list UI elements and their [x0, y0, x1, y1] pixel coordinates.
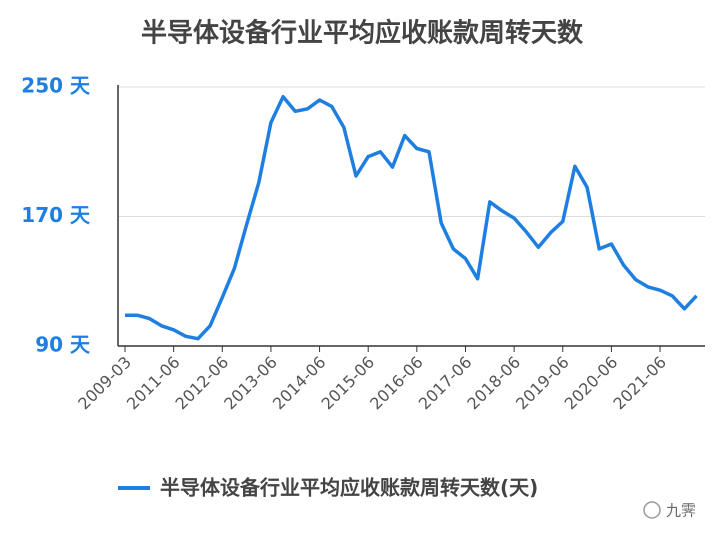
- y-tick-label: 170 天: [21, 203, 91, 227]
- y-tick-label: 90 天: [35, 333, 91, 357]
- watermark: 九霁: [666, 502, 696, 520]
- chart-title: 半导体设备行业平均应收账款周转天数: [141, 18, 584, 49]
- data-line: [125, 94, 698, 341]
- legend-label: 半导体设备行业平均应收账款周转天数(天): [160, 476, 538, 500]
- x-tick-label: 2021-06: [609, 353, 670, 414]
- watermark-icon: [643, 501, 661, 519]
- y-tick-label: 250 天: [21, 74, 91, 98]
